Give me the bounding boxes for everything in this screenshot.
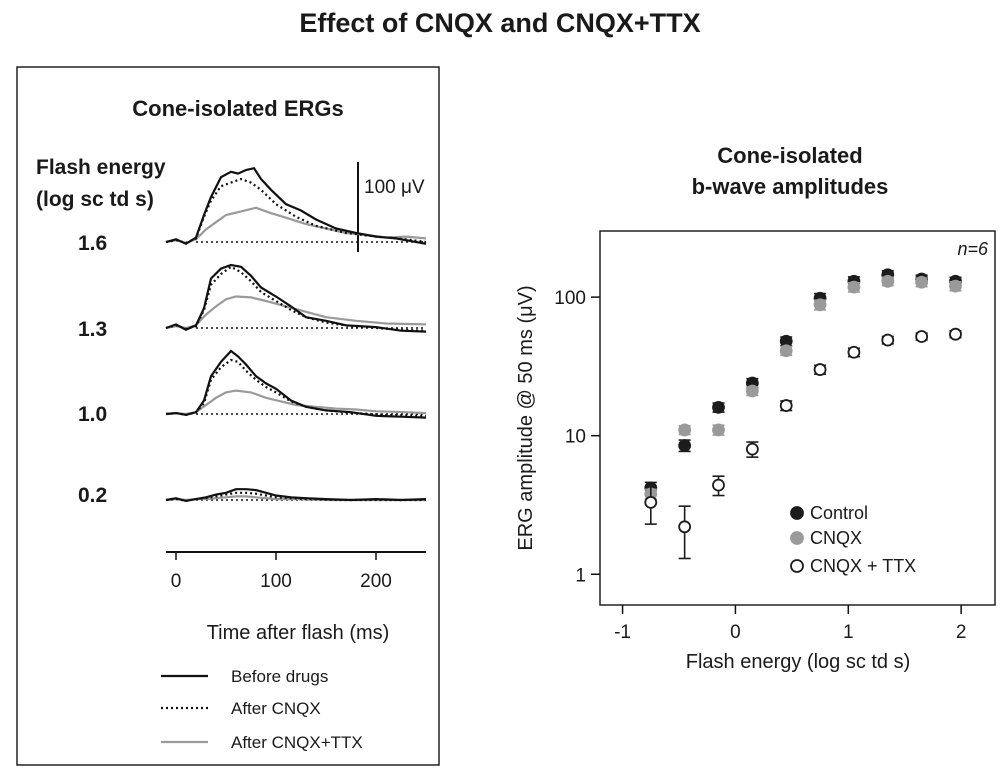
point-cnqx <box>881 274 895 288</box>
point-cnqx-ttx <box>712 478 725 492</box>
scale-bar-label: 100 μV <box>364 177 425 198</box>
erg-traces-panel: Cone-isolated ERGs Flash energy (log sc td… <box>16 66 440 766</box>
point-cnqx-ttx <box>779 399 793 412</box>
trace-before-1.6 <box>165 166 427 246</box>
trace-before-0.2 <box>165 488 427 503</box>
flash-energy-0.2: 0.2 <box>78 484 107 507</box>
panel-border <box>16 66 440 766</box>
trace-cnqx-1.6 <box>165 177 427 245</box>
point-cnqx-ttx <box>847 345 861 359</box>
point-cnqx-ttx <box>678 520 692 534</box>
point-cnqx-ttx <box>644 496 658 509</box>
trace-cnqx-1.0 <box>165 358 427 417</box>
point-cnqx <box>712 423 725 437</box>
point-cnqx <box>847 280 861 294</box>
x-tick-label: 1 <box>843 622 854 643</box>
flash-energy-1.6: 1.6 <box>78 232 107 255</box>
x-tick-label: 100 <box>260 571 292 592</box>
y-axis-title: ERG amplitude @ 50 ms (μV) <box>515 285 537 550</box>
legend-label: Control <box>810 503 868 523</box>
flash-energy-1.3: 1.3 <box>78 318 107 341</box>
sample-size-annotation: n=6 <box>957 239 989 259</box>
point-cnqx-ttx <box>915 330 929 343</box>
point-cnqx-ttx <box>881 333 895 347</box>
x-tick-label: 2 <box>956 622 967 643</box>
point-cnqx <box>745 384 759 398</box>
y-tick-label: 100 <box>554 288 586 309</box>
x-axis-title: Time after flash (ms) <box>207 622 390 644</box>
trace-before-1.0 <box>165 349 427 419</box>
flash-energy-units-label: (log sc td s) <box>36 188 154 211</box>
legend-label: CNQX + TTX <box>810 556 916 576</box>
point-cnqx-ttx <box>745 442 759 456</box>
x-tick-label: 200 <box>360 571 392 592</box>
flash-energy-label: Flash energy <box>36 156 166 179</box>
x-axis-title: Flash energy (log sc td s) <box>686 651 911 673</box>
legend-label: Before drugs <box>231 667 328 686</box>
x-tick-label: 0 <box>171 571 182 592</box>
legend-label: CNQX <box>810 528 862 548</box>
legend-label: After CNQX+TTX <box>231 733 363 752</box>
y-tick-label: 10 <box>565 427 586 448</box>
figure-title: Effect of CNQX and CNQX+TTX <box>299 8 701 38</box>
point-control <box>678 439 692 452</box>
plot-frame <box>599 230 996 606</box>
legend-label: After CNQX <box>231 699 321 718</box>
x-tick-label: -1 <box>614 622 631 643</box>
x-tick-label: 0 <box>730 622 741 643</box>
legend-marker-cnqx-ttx <box>790 559 804 573</box>
erg-panel-title: Cone-isolated ERGs <box>132 96 343 121</box>
point-cnqx <box>949 279 962 293</box>
point-cnqx <box>915 275 929 289</box>
legend-marker-control <box>790 506 804 520</box>
trace-cnqx-1.3 <box>165 265 427 332</box>
flash-energy-1.0: 1.0 <box>78 403 107 426</box>
chart-title-line1: Cone-isolated <box>717 143 862 168</box>
point-cnqx <box>779 344 793 358</box>
point-cnqx <box>813 298 827 312</box>
chart-title-line2: b-wave amplitudes <box>692 174 889 199</box>
legend-marker-cnqx <box>790 531 804 545</box>
trace-before-1.3 <box>165 263 427 333</box>
point-cnqx <box>678 423 692 437</box>
y-tick-label: 1 <box>575 565 586 586</box>
point-control <box>712 401 725 414</box>
point-cnqx-ttx <box>813 363 827 376</box>
point-cnqx-ttx <box>949 327 962 341</box>
